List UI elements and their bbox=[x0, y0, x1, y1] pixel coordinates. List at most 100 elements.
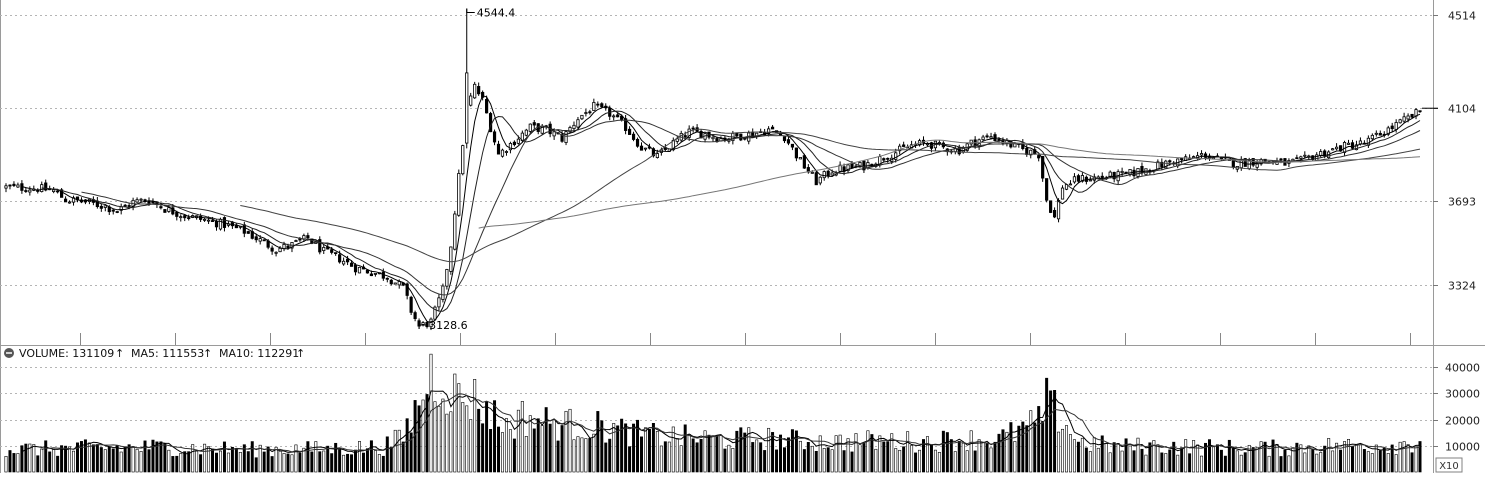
candle-body-61 bbox=[246, 231, 250, 234]
candle-body-213 bbox=[850, 163, 854, 169]
volume-bar-287 bbox=[1144, 454, 1148, 473]
candle-262 bbox=[1045, 178, 1049, 203]
volume-bar-216 bbox=[862, 442, 866, 473]
candle-body-85 bbox=[342, 260, 346, 265]
price-ma60-line bbox=[240, 128, 1421, 263]
candle-15 bbox=[63, 196, 68, 203]
volume-arrow-3: ↑ bbox=[296, 347, 305, 360]
volume-bar-5 bbox=[24, 443, 28, 473]
volume-bar-229 bbox=[914, 452, 918, 473]
candle-159 bbox=[635, 137, 640, 148]
volume-bar-303 bbox=[1207, 439, 1211, 473]
volume-bar-186 bbox=[743, 432, 747, 473]
volume-bar-96 bbox=[385, 436, 389, 473]
candle-body-243 bbox=[969, 139, 973, 145]
candle-body-73 bbox=[294, 240, 298, 242]
volume-bar-179 bbox=[715, 434, 719, 473]
candle-25 bbox=[103, 205, 107, 212]
candle-133 bbox=[532, 120, 536, 129]
volume-bar-201 bbox=[802, 449, 806, 473]
volume-bar-233 bbox=[929, 444, 933, 473]
volume-bar-356 bbox=[1418, 441, 1422, 473]
volume-bar-130 bbox=[520, 401, 524, 473]
candle-45 bbox=[183, 214, 187, 222]
volume-bar-294 bbox=[1172, 441, 1176, 473]
candle-body-41 bbox=[167, 207, 171, 212]
candle-body-117 bbox=[469, 95, 473, 106]
candle-body-63 bbox=[254, 236, 258, 241]
candle-body-163 bbox=[651, 148, 656, 157]
candle-176 bbox=[703, 133, 707, 143]
volume-bar-311 bbox=[1239, 454, 1243, 473]
candle-body-260 bbox=[1037, 155, 1041, 159]
volume-bar-326 bbox=[1299, 444, 1303, 473]
candle-310 bbox=[1235, 166, 1239, 173]
candle-123 bbox=[492, 129, 497, 146]
candle-9 bbox=[40, 181, 44, 193]
candle-body-200 bbox=[798, 157, 802, 160]
volume-bar-265 bbox=[1057, 431, 1061, 473]
candle-body-146 bbox=[584, 112, 588, 114]
volume-bar-189 bbox=[755, 439, 759, 473]
volume-bar-235 bbox=[937, 452, 941, 473]
volume-bar-194 bbox=[775, 449, 779, 473]
candle-body-325 bbox=[1295, 157, 1299, 160]
volume-bar-118 bbox=[473, 379, 477, 473]
volume-bar-121 bbox=[485, 400, 489, 473]
candle-body-224 bbox=[894, 152, 898, 160]
volume-bar-182 bbox=[727, 444, 731, 473]
candle-17 bbox=[71, 195, 76, 206]
volume-bar-128 bbox=[512, 438, 516, 473]
volume-bar-184 bbox=[735, 430, 739, 473]
candle-27 bbox=[111, 209, 115, 215]
candle-210 bbox=[838, 161, 842, 173]
candle-body-108 bbox=[433, 306, 437, 320]
candle-body-91 bbox=[365, 269, 370, 274]
candle-205 bbox=[818, 176, 822, 186]
candle-body-330 bbox=[1315, 154, 1319, 161]
candle-body-321 bbox=[1279, 158, 1283, 161]
volume-bar-134 bbox=[536, 418, 540, 473]
volume-bar-263 bbox=[1049, 390, 1053, 473]
candle-body-216 bbox=[862, 160, 866, 171]
candle-body-198 bbox=[790, 143, 795, 148]
candle-131 bbox=[524, 128, 528, 137]
volume-bar-345 bbox=[1374, 444, 1378, 473]
volume-bar-206 bbox=[822, 448, 826, 473]
candle-body-149 bbox=[596, 103, 600, 106]
volume-bar-267 bbox=[1065, 425, 1068, 473]
volume-bar-131 bbox=[524, 436, 528, 473]
volume-bar-38 bbox=[155, 441, 159, 473]
volume-bar-332 bbox=[1323, 445, 1327, 473]
candle-body-197 bbox=[786, 139, 791, 144]
candle-264 bbox=[1052, 207, 1057, 219]
volume-bar-32 bbox=[131, 446, 135, 473]
candle-body-42 bbox=[171, 207, 175, 215]
candle-body-276 bbox=[1100, 175, 1104, 178]
candle-body-115 bbox=[461, 145, 465, 175]
volume-bar-333 bbox=[1327, 438, 1331, 473]
candle-body-97 bbox=[389, 279, 393, 285]
volume-bar-147 bbox=[588, 438, 592, 473]
candle-67 bbox=[270, 245, 274, 255]
candle-132 bbox=[528, 123, 532, 134]
volume-bar-315 bbox=[1255, 446, 1259, 473]
candle-143 bbox=[572, 121, 576, 132]
volume-bar-94 bbox=[377, 454, 381, 473]
candle-body-145 bbox=[580, 114, 584, 120]
candle-body-12 bbox=[52, 189, 56, 192]
candle-body-346 bbox=[1378, 132, 1382, 136]
candle-body-266 bbox=[1060, 187, 1065, 200]
volume-bar-210 bbox=[838, 434, 842, 473]
candle-body-96 bbox=[385, 277, 389, 280]
volume-bar-58 bbox=[234, 448, 238, 473]
volume-tick-label-0: 40000 bbox=[1445, 362, 1480, 375]
volume-bar-222 bbox=[886, 441, 890, 473]
candle-body-112 bbox=[449, 246, 453, 272]
volume-bar-355 bbox=[1414, 445, 1418, 473]
volume-bar-257 bbox=[1025, 425, 1029, 473]
volume-bar-26 bbox=[107, 446, 111, 473]
candle-body-3 bbox=[16, 184, 20, 188]
candle-197 bbox=[786, 136, 791, 146]
volume-bar-348 bbox=[1386, 453, 1390, 473]
